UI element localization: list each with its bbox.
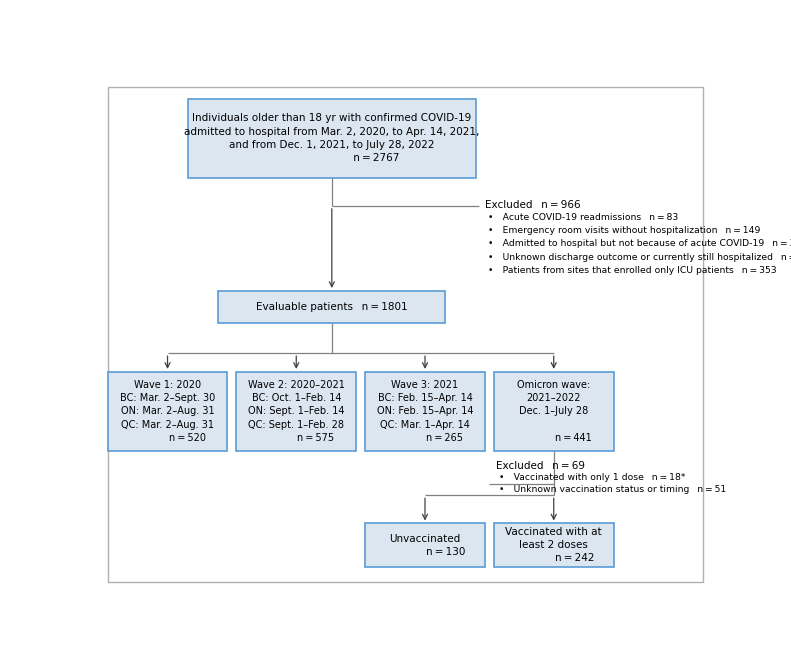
FancyBboxPatch shape [494,372,614,451]
Text: Excluded   n = 69: Excluded n = 69 [495,461,585,471]
Text: • Acute COVID-19 readmissions   n = 83: • Acute COVID-19 readmissions n = 83 [488,213,679,222]
Text: • Patients from sites that enrolled only ICU patients   n = 353: • Patients from sites that enrolled only… [488,266,777,275]
FancyBboxPatch shape [218,291,445,323]
Text: Individuals older than 18 yr with confirmed COVID-19
admitted to hospital from M: Individuals older than 18 yr with confir… [184,113,479,163]
Text: Wave 3: 2021
BC: Feb. 15–Apr. 14
ON: Feb. 15–Apr. 14
QC: Mar. 1–Apr. 14
        : Wave 3: 2021 BC: Feb. 15–Apr. 14 ON: Feb… [377,380,473,443]
Text: • Emergency room visits without hospitalization   n = 149: • Emergency room visits without hospital… [488,226,760,235]
Text: Excluded   n = 966: Excluded n = 966 [485,200,581,210]
Text: • Unknown vaccination status or timing   n = 51: • Unknown vaccination status or timing n… [498,485,726,495]
Text: • Admitted to hospital but not because of acute COVID-19   n = 362: • Admitted to hospital but not because o… [488,239,791,249]
FancyBboxPatch shape [365,524,485,567]
FancyBboxPatch shape [187,99,476,178]
Text: Omicron wave:
2021–2022
Dec. 1–July 28

        n = 441: Omicron wave: 2021–2022 Dec. 1–July 28 n… [516,380,592,443]
Text: Evaluable patients   n = 1801: Evaluable patients n = 1801 [256,302,407,312]
Text: • Vaccinated with only 1 dose   n = 18*: • Vaccinated with only 1 dose n = 18* [498,473,685,482]
Text: Unvaccinated
        n = 130: Unvaccinated n = 130 [384,534,466,557]
Text: Wave 2: 2020–2021
BC: Oct. 1–Feb. 14
ON: Sept. 1–Feb. 14
QC: Sept. 1–Feb. 28
   : Wave 2: 2020–2021 BC: Oct. 1–Feb. 14 ON:… [248,380,345,443]
FancyBboxPatch shape [237,372,356,451]
Text: Wave 1: 2020
BC: Mar. 2–Sept. 30
ON: Mar. 2–Aug. 31
QC: Mar. 2–Aug. 31
        n: Wave 1: 2020 BC: Mar. 2–Sept. 30 ON: Mar… [120,380,215,443]
FancyBboxPatch shape [494,524,614,567]
FancyBboxPatch shape [365,372,485,451]
Text: Vaccinated with at
least 2 doses
        n = 242: Vaccinated with at least 2 doses n = 242 [505,527,602,564]
Text: • Unknown discharge outcome or currently still hospitalized   n = 19: • Unknown discharge outcome or currently… [488,253,791,262]
FancyBboxPatch shape [108,372,227,451]
